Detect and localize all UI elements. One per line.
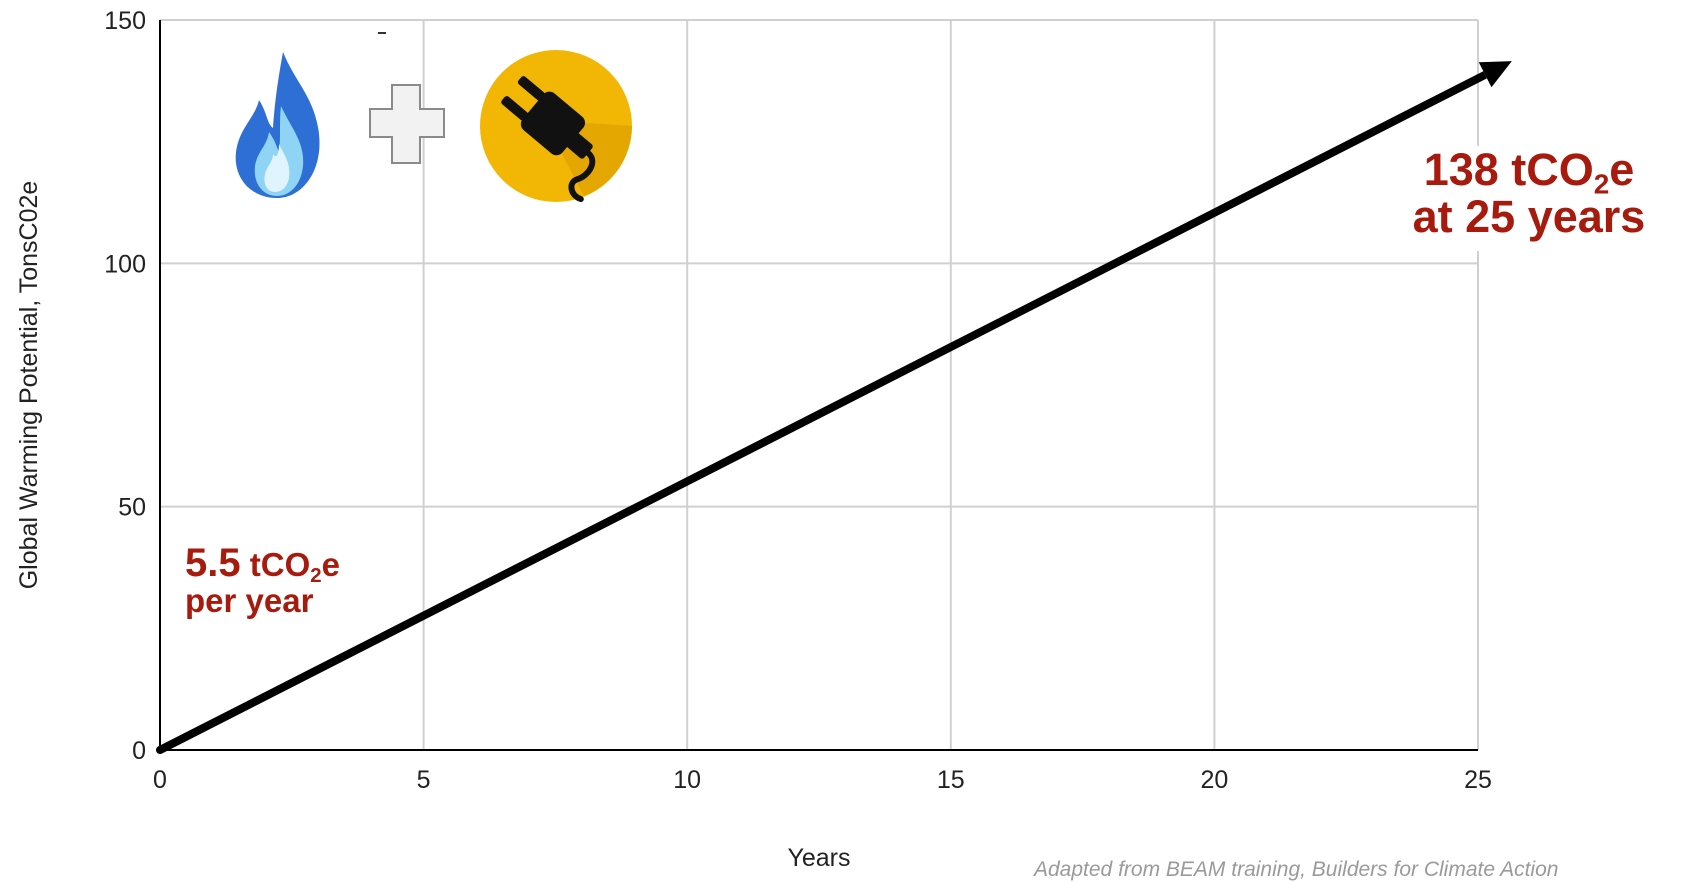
series-arrowhead xyxy=(1478,61,1512,88)
rate-subscript: 2 xyxy=(310,564,322,588)
x-tick-label: 15 xyxy=(937,766,965,794)
end-value-line2: at 25 years xyxy=(1412,191,1646,243)
electric-plug-icon xyxy=(480,50,632,203)
end-value-number: 138 tCO xyxy=(1423,144,1594,195)
x-tick-label: 5 xyxy=(417,766,431,794)
x-tick-label: 0 xyxy=(153,766,167,794)
y-tick-label: 150 xyxy=(104,7,146,35)
rate-tail: e xyxy=(321,546,341,583)
source-credit: Adapted from BEAM training, Builders for… xyxy=(1034,858,1559,881)
rate-annotation: 5.5 tCO2e per year xyxy=(185,542,340,619)
rate-line2: per year xyxy=(185,582,314,619)
x-tick-labels: 0 5 10 15 20 25 xyxy=(153,766,1492,794)
y-tick-labels: 0 50 100 150 xyxy=(104,7,146,765)
x-tick-label: 25 xyxy=(1464,766,1492,794)
end-value-tail: e xyxy=(1609,144,1635,195)
y-tick-label: 50 xyxy=(118,494,146,522)
series-line-0 xyxy=(156,74,1482,754)
gas-flame-icon xyxy=(235,52,320,198)
series-arrow-shaft xyxy=(1476,71,1487,82)
x-tick-label: 20 xyxy=(1200,766,1228,794)
x-axis-label: Years xyxy=(787,844,850,871)
x-tick-label: 10 xyxy=(673,766,701,794)
rate-number: 5.5 xyxy=(185,541,241,585)
axes xyxy=(159,20,1478,751)
end-value-annotation: 138 tCO2e at 25 years xyxy=(1375,146,1683,251)
y-tick-label: 0 xyxy=(132,737,146,765)
end-value-subscript: 2 xyxy=(1593,168,1610,200)
series xyxy=(156,61,1512,754)
rate-unit: tCO xyxy=(240,546,311,583)
y-tick-label: 100 xyxy=(104,250,146,278)
grid xyxy=(160,19,1479,750)
plus-icon xyxy=(369,84,445,164)
y-axis-label: Global Warming Potential, TonsC02e xyxy=(15,181,43,590)
